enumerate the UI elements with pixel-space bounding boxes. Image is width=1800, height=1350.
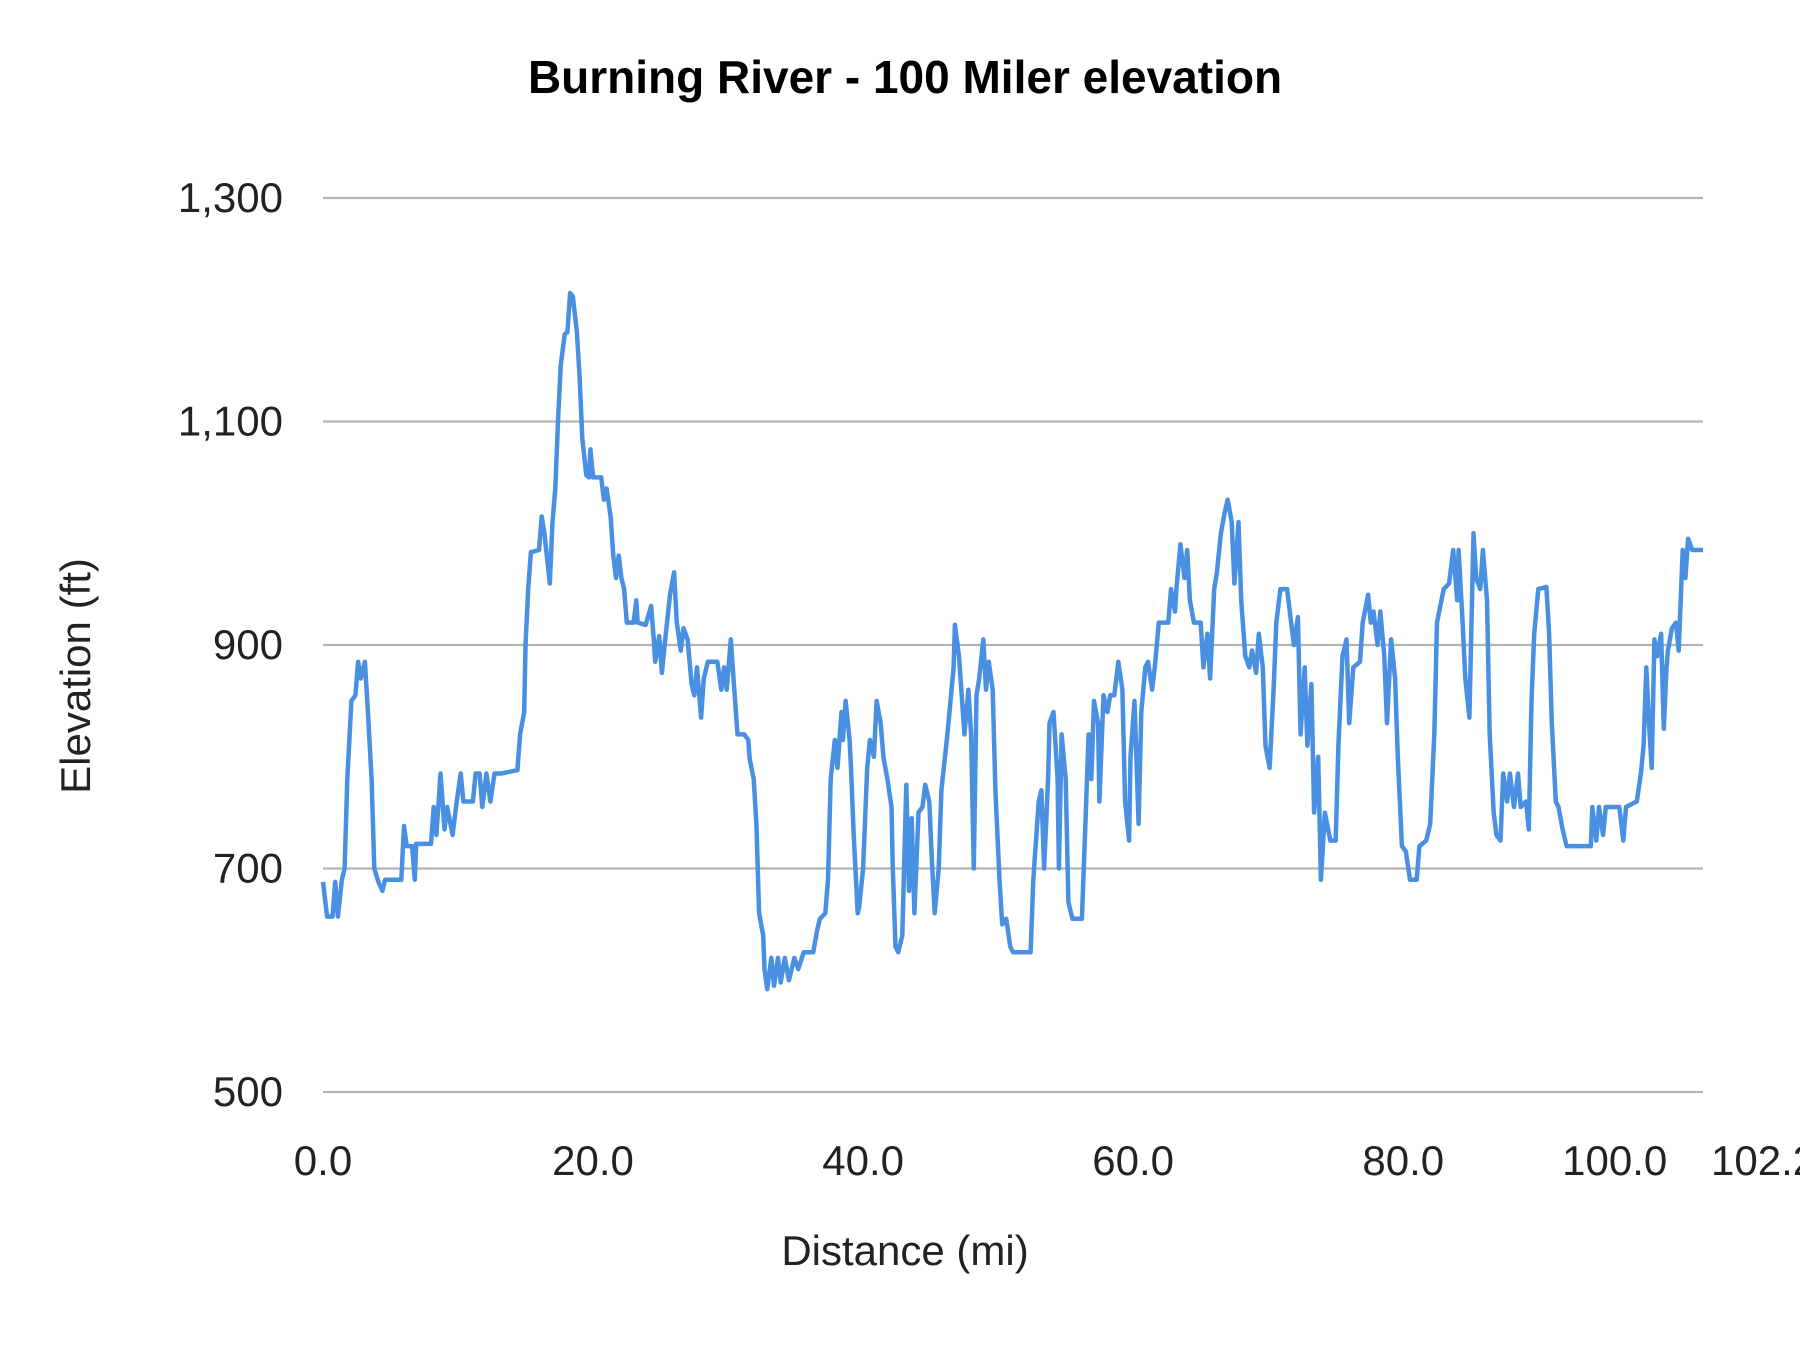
x-tick-label: 40.0 [822,1137,904,1184]
x-tick-label: 100.0 [1562,1137,1667,1184]
x-tick-label: 0.0 [294,1137,352,1184]
chart-title: Burning River - 100 Miler elevation [528,51,1282,103]
y-tick-label: 1,100 [178,398,283,445]
elevation-line [320,290,1703,992]
y-axis-ticks: 500 700 900 1,100 1,300 [178,174,283,1115]
series-elevation [320,290,1703,992]
x-tick-label: 80.0 [1362,1137,1444,1184]
y-tick-label: 1,300 [178,174,283,221]
x-axis-title: Distance (mi) [781,1227,1028,1274]
y-tick-label: 700 [213,845,283,892]
y-tick-label: 900 [213,621,283,668]
x-tick-label: 60.0 [1092,1137,1174,1184]
y-tick-label: 500 [213,1068,283,1115]
y-axis-title: Elevation (ft) [52,558,99,794]
x-tick-label: 102.2 [1711,1137,1800,1184]
x-axis-ticks: 0.0 20.0 40.0 60.0 80.0 100.0 102.2 [294,1137,1800,1184]
gridlines [323,196,1703,1094]
x-tick-label: 20.0 [552,1137,634,1184]
